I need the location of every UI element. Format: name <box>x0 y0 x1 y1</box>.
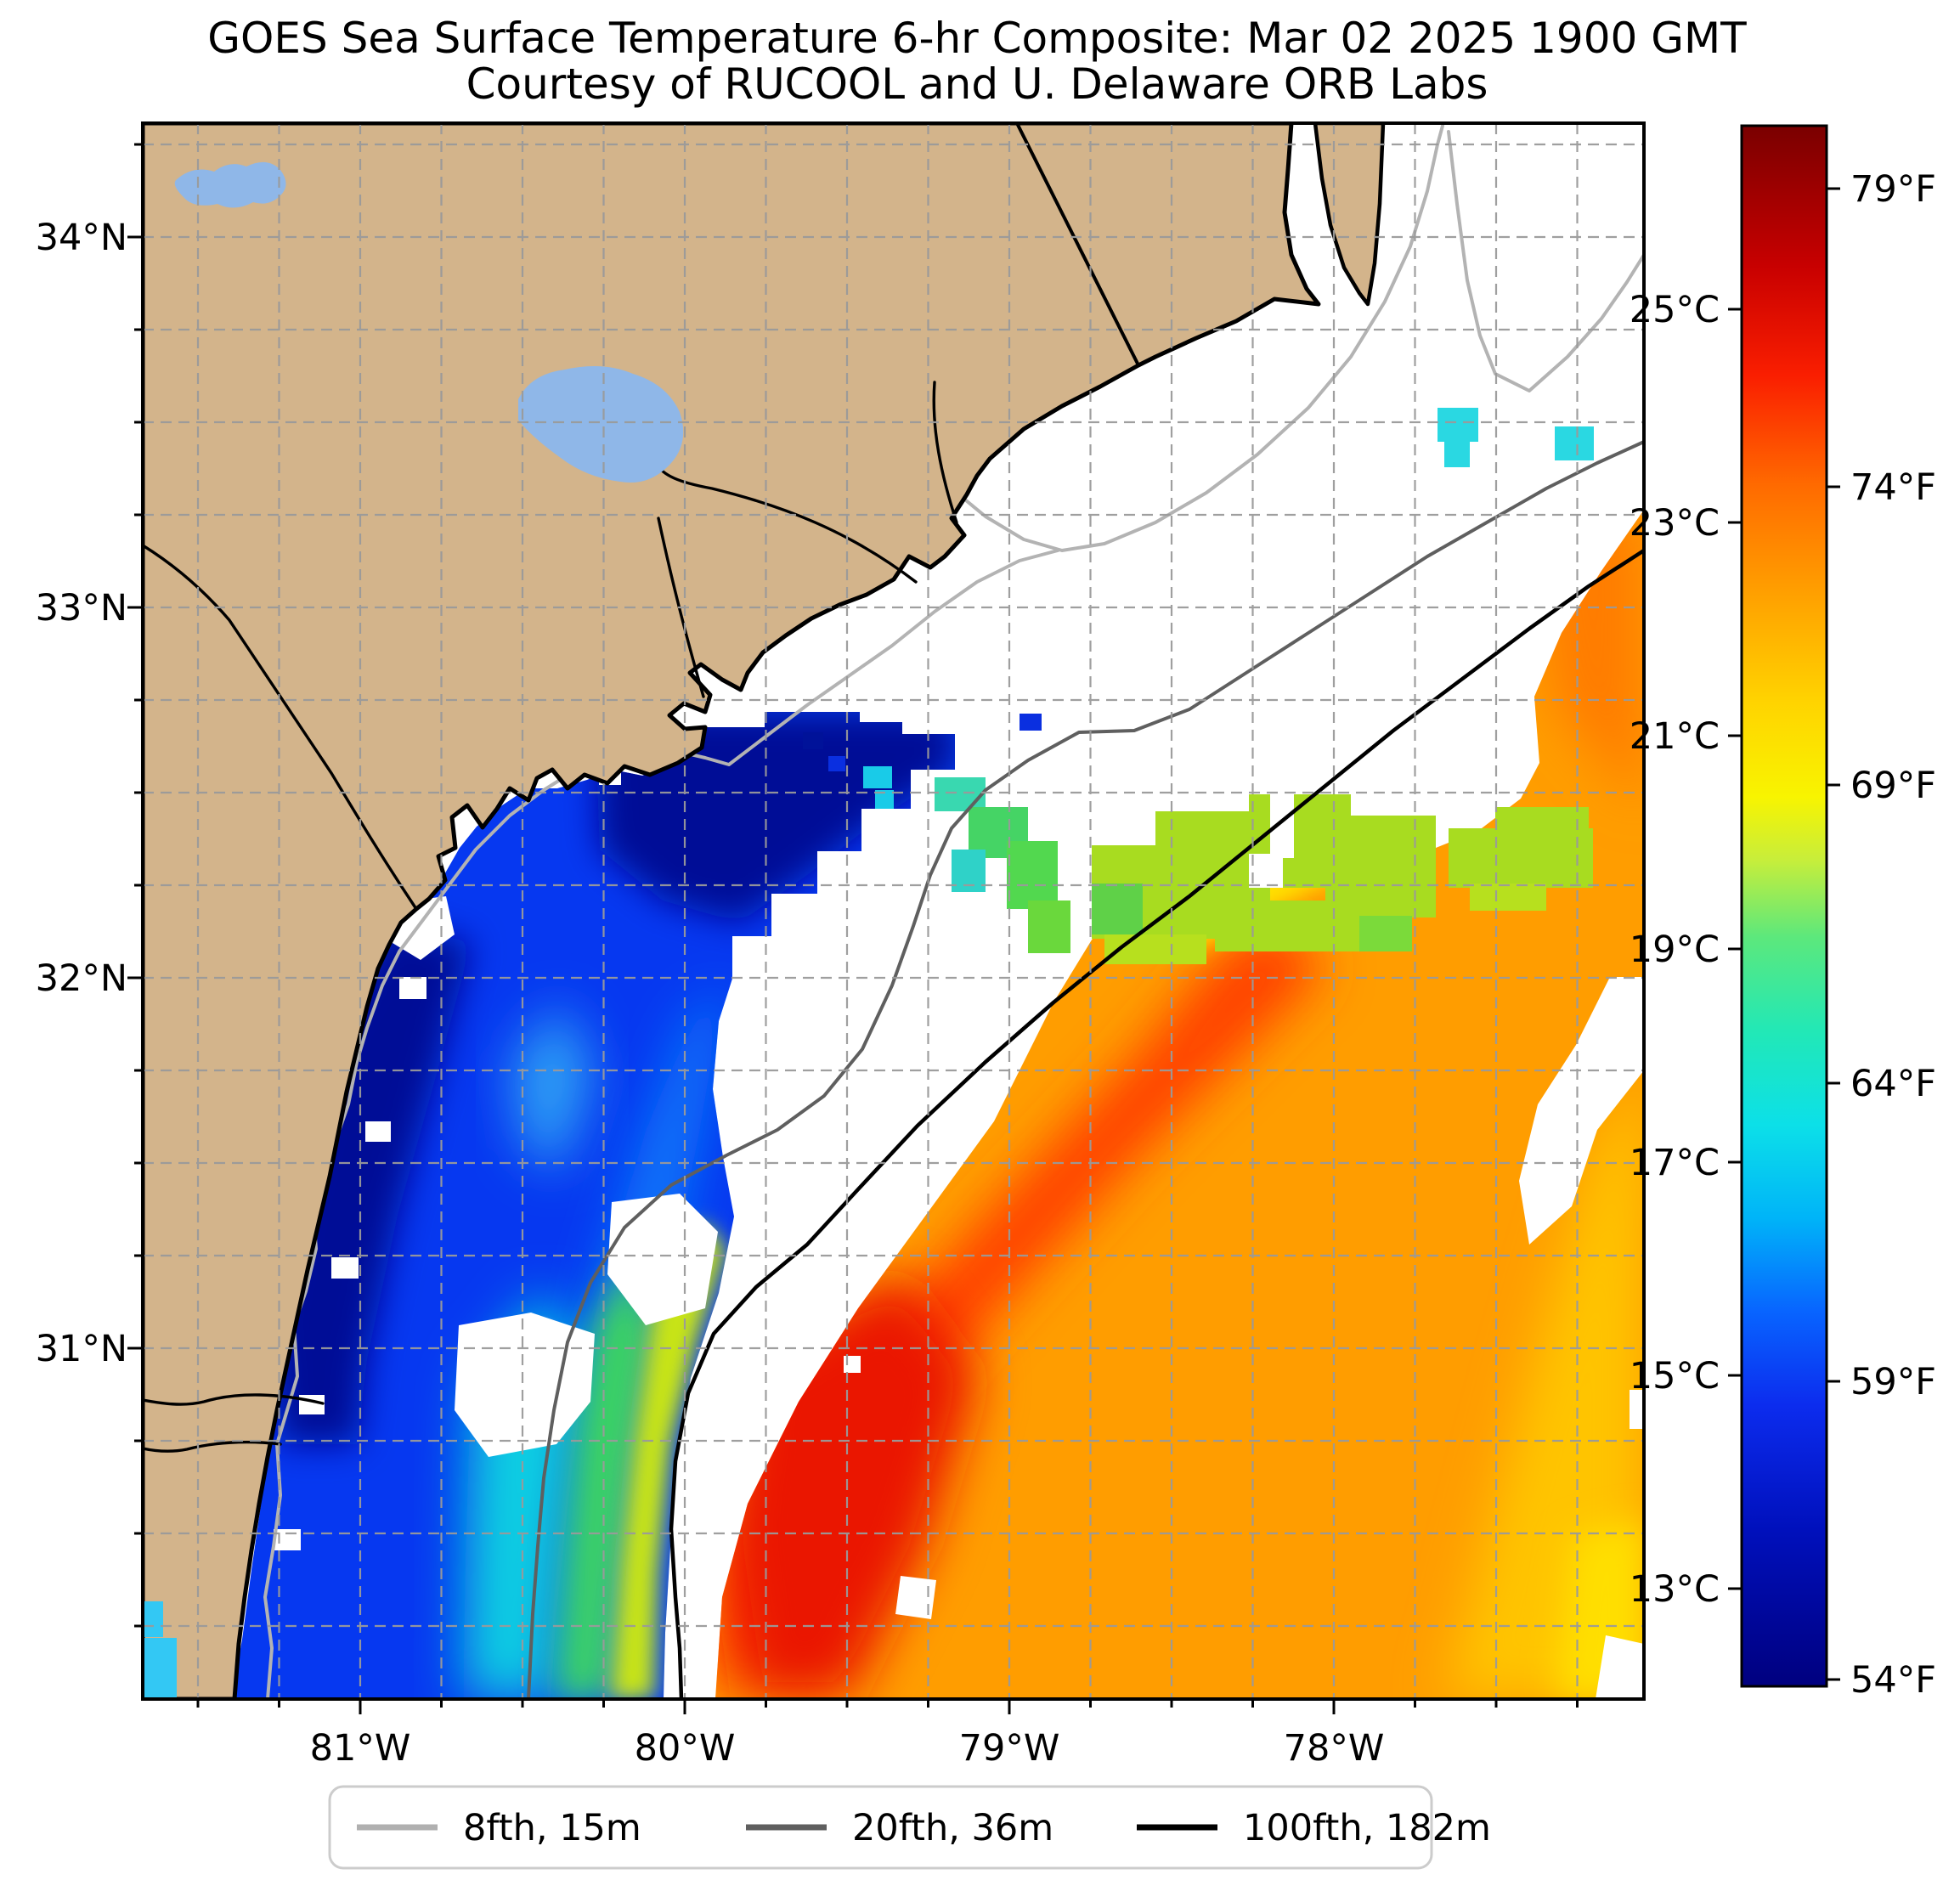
lake-marion-upper <box>174 161 286 208</box>
lat-label-34n: 34°N <box>36 217 127 259</box>
cb-label-64f: 64°F <box>1850 1063 1936 1105</box>
contour-15m-capefear <box>1447 130 1644 392</box>
legend-box <box>328 1785 1433 1870</box>
cb-label-15c: 15°C <box>1630 1355 1720 1397</box>
lon-label-79w: 79°W <box>959 1727 1060 1770</box>
colorbar-f-ticks <box>1827 187 1840 1681</box>
contour-15m <box>263 549 1059 1699</box>
lat-label-32n: 32°N <box>36 957 127 1000</box>
legend-label-182m: 100fth, 182m <box>1243 1807 1491 1849</box>
cb-label-13c: 13°C <box>1630 1568 1720 1611</box>
lon-label-80w: 80°W <box>635 1727 736 1770</box>
lon-tick-labels: 81°W 80°W 79°W 78°W <box>310 1727 1385 1770</box>
y-axis-ticks <box>127 143 143 1628</box>
gridlines <box>143 123 1644 1699</box>
cb-label-17c: 17°C <box>1630 1142 1720 1184</box>
map-frame <box>141 121 1646 1701</box>
cape-fear-peninsula <box>1313 123 1386 307</box>
cb-label-79f: 79°F <box>1850 168 1936 211</box>
map-plot-area <box>143 123 1644 1699</box>
lon-label-81w: 81°W <box>310 1727 411 1770</box>
contour-36m <box>527 440 1644 1699</box>
lon-label-78w: 78°W <box>1284 1727 1385 1770</box>
rivers <box>143 381 958 1453</box>
lat-label-31n: 31°N <box>36 1328 127 1370</box>
cb-label-54f: 54°F <box>1850 1659 1936 1702</box>
land-mass <box>143 123 1321 1699</box>
cb-label-23c: 23°C <box>1630 502 1720 545</box>
cb-label-21c: 21°C <box>1630 715 1720 758</box>
contour-182m <box>669 548 1644 1699</box>
legend-label-15m: 8fth, 15m <box>463 1807 641 1849</box>
legend-label-36m: 20fth, 36m <box>852 1807 1053 1849</box>
depth-legend: 8fth, 15m 20fth, 36m 100fth, 182m <box>328 1785 1491 1870</box>
lake-marion-moultrie <box>518 366 684 483</box>
lat-label-33n: 33°N <box>36 587 127 629</box>
colorbar-gradient <box>1740 124 1828 1688</box>
cb-label-69f: 69°F <box>1850 765 1936 807</box>
state-border-line <box>1015 123 1140 366</box>
cb-label-59f: 59°F <box>1850 1361 1936 1403</box>
depth-contours <box>263 123 1644 1699</box>
cb-label-74f: 74°F <box>1850 466 1936 509</box>
colorbar-c-ticks <box>1728 308 1742 1590</box>
lakes <box>174 161 684 483</box>
colorbar: 25°C 23°C 21°C 19°C 17°C 15°C 13°C 79°F … <box>1630 124 1936 1702</box>
figure-title-line1: GOES Sea Surface Temperature 6-hr Compos… <box>207 14 1747 63</box>
x-axis-ticks <box>196 1699 1579 1714</box>
green-sst-patches <box>803 408 1594 964</box>
lat-tick-labels: 34°N 33°N 32°N 31°N <box>36 217 127 1370</box>
coastal-sst-pixels <box>143 1601 177 1699</box>
colorbar-fahrenheit-labels: 79°F 74°F 69°F 64°F 59°F 54°F <box>1850 168 1936 1702</box>
cb-label-25c: 25°C <box>1630 289 1720 331</box>
colorbar-celsius-labels: 25°C 23°C 21°C 19°C 17°C 15°C 13°C <box>1630 289 1720 1611</box>
cb-label-19c: 19°C <box>1630 929 1720 971</box>
figure-title-line2: Courtesy of RUCOOL and U. Delaware ORB L… <box>466 59 1488 109</box>
